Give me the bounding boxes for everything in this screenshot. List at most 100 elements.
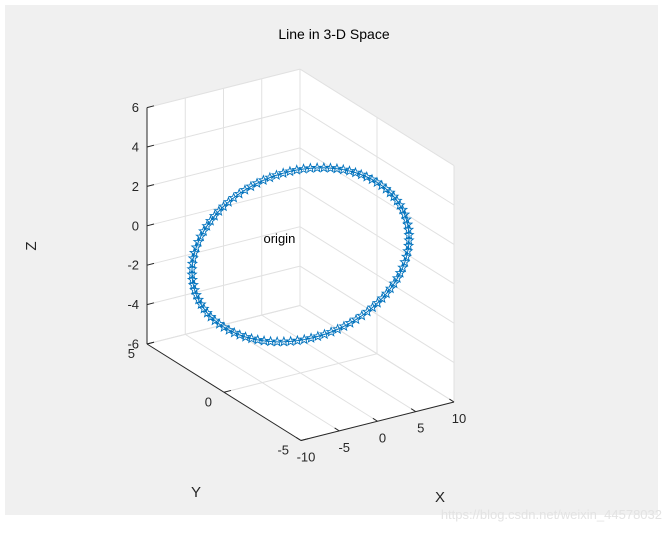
data-point-marker [284,165,296,177]
data-point-marker [331,323,344,335]
data-point-marker [195,298,207,310]
grid-line-z-back [146,147,301,187]
data-point-marker [270,169,283,181]
z-tick-label: 6 [132,100,139,115]
data-point-marker [234,329,246,340]
watermark-text: https://blog.csdn.net/weixin_44578032 [440,507,662,522]
data-point-marker [312,330,324,342]
data-point-marker [213,205,225,216]
grid-line-z-side [299,147,455,245]
data-point-marker [391,194,403,206]
x-axis-label: X [435,489,445,506]
x-tick-label: 10 [452,411,466,426]
z-tick-label: -2 [127,258,139,273]
x-tick-label: 0 [379,430,386,445]
x-tick [372,417,378,422]
data-point-marker [394,267,406,278]
y-tick-label: -5 [277,443,289,458]
data-point-marker [297,163,310,174]
data-point-marker [218,321,230,332]
data-point-marker [304,162,316,173]
x-tick [410,408,417,413]
grid-line-z-side [299,265,455,364]
x-tick [449,398,455,403]
data-point-marker [397,261,409,273]
data-point-marker [187,279,199,290]
y-tick-label: 5 [128,346,135,361]
grid-line-z-back [146,265,301,306]
data-point-marker [201,220,213,231]
data-point-marker [245,332,258,344]
data-point-marker [258,335,270,346]
data-point-marker [396,203,409,215]
grid-line-z-back [146,68,301,109]
data-point-marker [384,282,397,294]
data-point-marker [189,284,201,295]
data-point-marker [222,196,235,207]
data-point-marker [201,307,213,318]
data-point-marker [188,246,201,258]
z-tick-label: 4 [132,140,139,155]
z-tick-label: -6 [127,337,139,352]
data-point-marker [190,289,202,300]
grid-line-z-side [299,68,455,167]
z-tick [146,184,155,187]
data-point-marker [252,334,264,345]
data-point-marker [325,326,337,337]
data-point-marker [391,272,403,284]
data-point-marker [251,177,263,189]
data-point-marker [228,326,240,338]
z-tick [146,223,155,227]
data-point-marker [403,234,415,246]
z-tick [146,302,155,306]
data-point-marker [376,179,388,191]
data-point-marker [198,225,210,237]
data-point-marker [380,287,393,299]
data-point-marker [192,236,204,247]
annotation-origin: origin [264,231,296,246]
x-tick [296,437,302,441]
data-point-marker [228,191,240,203]
data-point-marker [318,328,331,340]
data-point-marker [305,332,317,343]
grid-line-z-side [299,186,455,285]
data-point-marker [376,292,388,304]
grid-line-y-floor [223,353,378,393]
data-point-marker [204,215,217,226]
grid-line-z-back [146,226,301,266]
z-tick-label: 2 [132,179,139,194]
z-tick-label: 0 [132,218,139,233]
y-tick-label: 0 [205,394,212,409]
grid-line-z-side [299,108,455,206]
data-point-marker [233,187,245,199]
data-point-marker [192,293,205,305]
data-point-marker [257,174,270,186]
grid-line-z-back [146,108,301,148]
data-point-marker [245,180,257,192]
data-point-marker [208,210,221,221]
data-point-marker [190,241,202,253]
y-tick [300,438,309,441]
data-point-marker [338,320,350,332]
y-tick [146,341,155,345]
data-point-marker [239,184,251,195]
x-tick [334,427,340,432]
grid-line-z-side [299,305,455,403]
x-tick-label: 5 [417,421,424,436]
x-tick-label: -10 [297,450,316,465]
data-point-marker [291,164,303,175]
x-tick-label: -5 [338,440,350,455]
z-tick [146,105,155,109]
data-point-marker [394,199,406,210]
y-axis-label: Y [191,484,201,501]
data-point-marker [223,324,235,335]
data-point-marker [277,167,289,178]
data-point-marker [195,230,207,242]
data-point-marker [400,250,413,262]
data-point-marker [239,331,252,342]
z-tick-label: -4 [127,297,139,312]
data-point-marker [298,333,310,345]
data-point-marker [264,171,276,183]
